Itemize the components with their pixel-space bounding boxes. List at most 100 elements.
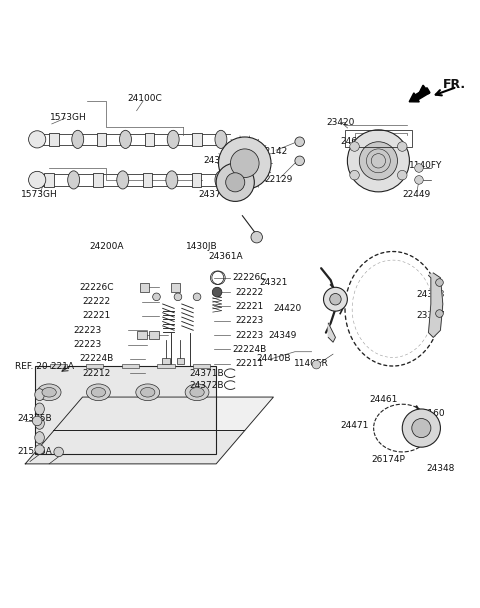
Bar xyxy=(345,130,412,147)
Ellipse shape xyxy=(91,387,106,397)
Bar xyxy=(137,331,147,339)
Circle shape xyxy=(330,294,341,305)
Text: 24100C: 24100C xyxy=(127,94,162,103)
Ellipse shape xyxy=(42,387,56,397)
Text: 22449: 22449 xyxy=(402,190,431,199)
Text: 22222: 22222 xyxy=(236,288,264,297)
Text: 24420: 24420 xyxy=(274,304,302,313)
Circle shape xyxy=(402,409,441,447)
Text: 24349: 24349 xyxy=(269,331,297,339)
Text: 23420: 23420 xyxy=(326,118,354,127)
Circle shape xyxy=(230,149,259,178)
Circle shape xyxy=(226,173,245,192)
Bar xyxy=(35,366,216,454)
Circle shape xyxy=(295,137,304,147)
Circle shape xyxy=(174,293,182,301)
Text: 24410B: 24410B xyxy=(256,354,291,364)
Bar xyxy=(97,133,107,146)
Text: 22223: 22223 xyxy=(235,316,264,325)
Bar xyxy=(44,173,54,187)
Ellipse shape xyxy=(167,130,179,148)
Text: 22221: 22221 xyxy=(83,311,111,320)
Bar xyxy=(86,364,103,368)
Circle shape xyxy=(193,293,201,301)
Ellipse shape xyxy=(37,384,61,401)
Ellipse shape xyxy=(185,384,209,401)
Text: 22129: 22129 xyxy=(264,176,292,184)
Circle shape xyxy=(29,131,46,148)
Polygon shape xyxy=(25,430,245,464)
Ellipse shape xyxy=(35,417,44,429)
Ellipse shape xyxy=(141,387,155,397)
Text: 1573GH: 1573GH xyxy=(50,113,86,122)
Text: 22223: 22223 xyxy=(73,340,101,349)
Text: 22211: 22211 xyxy=(235,359,264,368)
Text: 1430JB: 1430JB xyxy=(186,242,217,251)
Ellipse shape xyxy=(215,130,227,148)
Ellipse shape xyxy=(35,389,44,401)
Bar xyxy=(193,364,210,368)
Text: 22142: 22142 xyxy=(259,147,288,156)
Circle shape xyxy=(29,171,46,188)
Circle shape xyxy=(436,309,444,317)
Text: 24348: 24348 xyxy=(417,290,445,299)
Text: 24371B: 24371B xyxy=(189,368,224,378)
Text: 24321: 24321 xyxy=(259,278,288,287)
Bar xyxy=(162,358,170,364)
Text: 24348: 24348 xyxy=(426,464,455,473)
Polygon shape xyxy=(429,273,443,337)
Ellipse shape xyxy=(190,387,204,397)
Circle shape xyxy=(348,130,409,192)
Text: 22221: 22221 xyxy=(235,302,264,311)
Text: 24350D: 24350D xyxy=(203,156,239,165)
Circle shape xyxy=(324,288,348,311)
Ellipse shape xyxy=(72,130,84,148)
Text: 24200A: 24200A xyxy=(89,242,124,251)
Bar xyxy=(94,173,103,187)
Text: 24471: 24471 xyxy=(340,421,369,430)
Circle shape xyxy=(33,416,42,426)
Circle shape xyxy=(360,142,397,180)
Text: 24372B: 24372B xyxy=(189,381,224,390)
Ellipse shape xyxy=(117,171,129,189)
Text: 22222: 22222 xyxy=(83,297,111,306)
Text: REF. 20-221A: REF. 20-221A xyxy=(15,362,74,370)
Ellipse shape xyxy=(35,432,44,444)
Text: 23367: 23367 xyxy=(417,311,445,320)
Text: 24361A: 24361A xyxy=(208,252,243,261)
Text: 24625: 24625 xyxy=(340,137,369,147)
Text: 24370B: 24370B xyxy=(199,190,233,199)
Circle shape xyxy=(295,156,304,165)
Bar xyxy=(192,173,201,187)
Bar xyxy=(157,364,175,368)
Ellipse shape xyxy=(35,403,44,415)
Bar xyxy=(140,283,149,292)
Bar xyxy=(149,331,159,339)
Text: 21516A: 21516A xyxy=(17,447,52,457)
Text: 22226C: 22226C xyxy=(80,283,114,292)
Text: 22212: 22212 xyxy=(83,368,111,378)
Circle shape xyxy=(312,361,321,369)
Circle shape xyxy=(415,176,423,184)
Text: 22223: 22223 xyxy=(73,326,101,335)
Bar xyxy=(50,364,67,368)
Bar xyxy=(144,133,154,146)
Text: 22224B: 22224B xyxy=(80,354,114,364)
Circle shape xyxy=(212,288,222,297)
Bar xyxy=(121,364,139,368)
Circle shape xyxy=(397,142,407,151)
Bar xyxy=(192,133,202,146)
Bar xyxy=(177,358,184,364)
Text: FR.: FR. xyxy=(443,78,466,91)
Text: 24461: 24461 xyxy=(369,395,397,404)
Circle shape xyxy=(35,445,44,454)
FancyArrow shape xyxy=(409,88,430,102)
Ellipse shape xyxy=(86,384,110,401)
Circle shape xyxy=(415,164,423,172)
Polygon shape xyxy=(54,397,274,430)
Text: 1140ER: 1140ER xyxy=(294,359,329,368)
Circle shape xyxy=(397,170,407,180)
Circle shape xyxy=(216,163,254,201)
Ellipse shape xyxy=(136,384,160,401)
Ellipse shape xyxy=(68,171,80,189)
